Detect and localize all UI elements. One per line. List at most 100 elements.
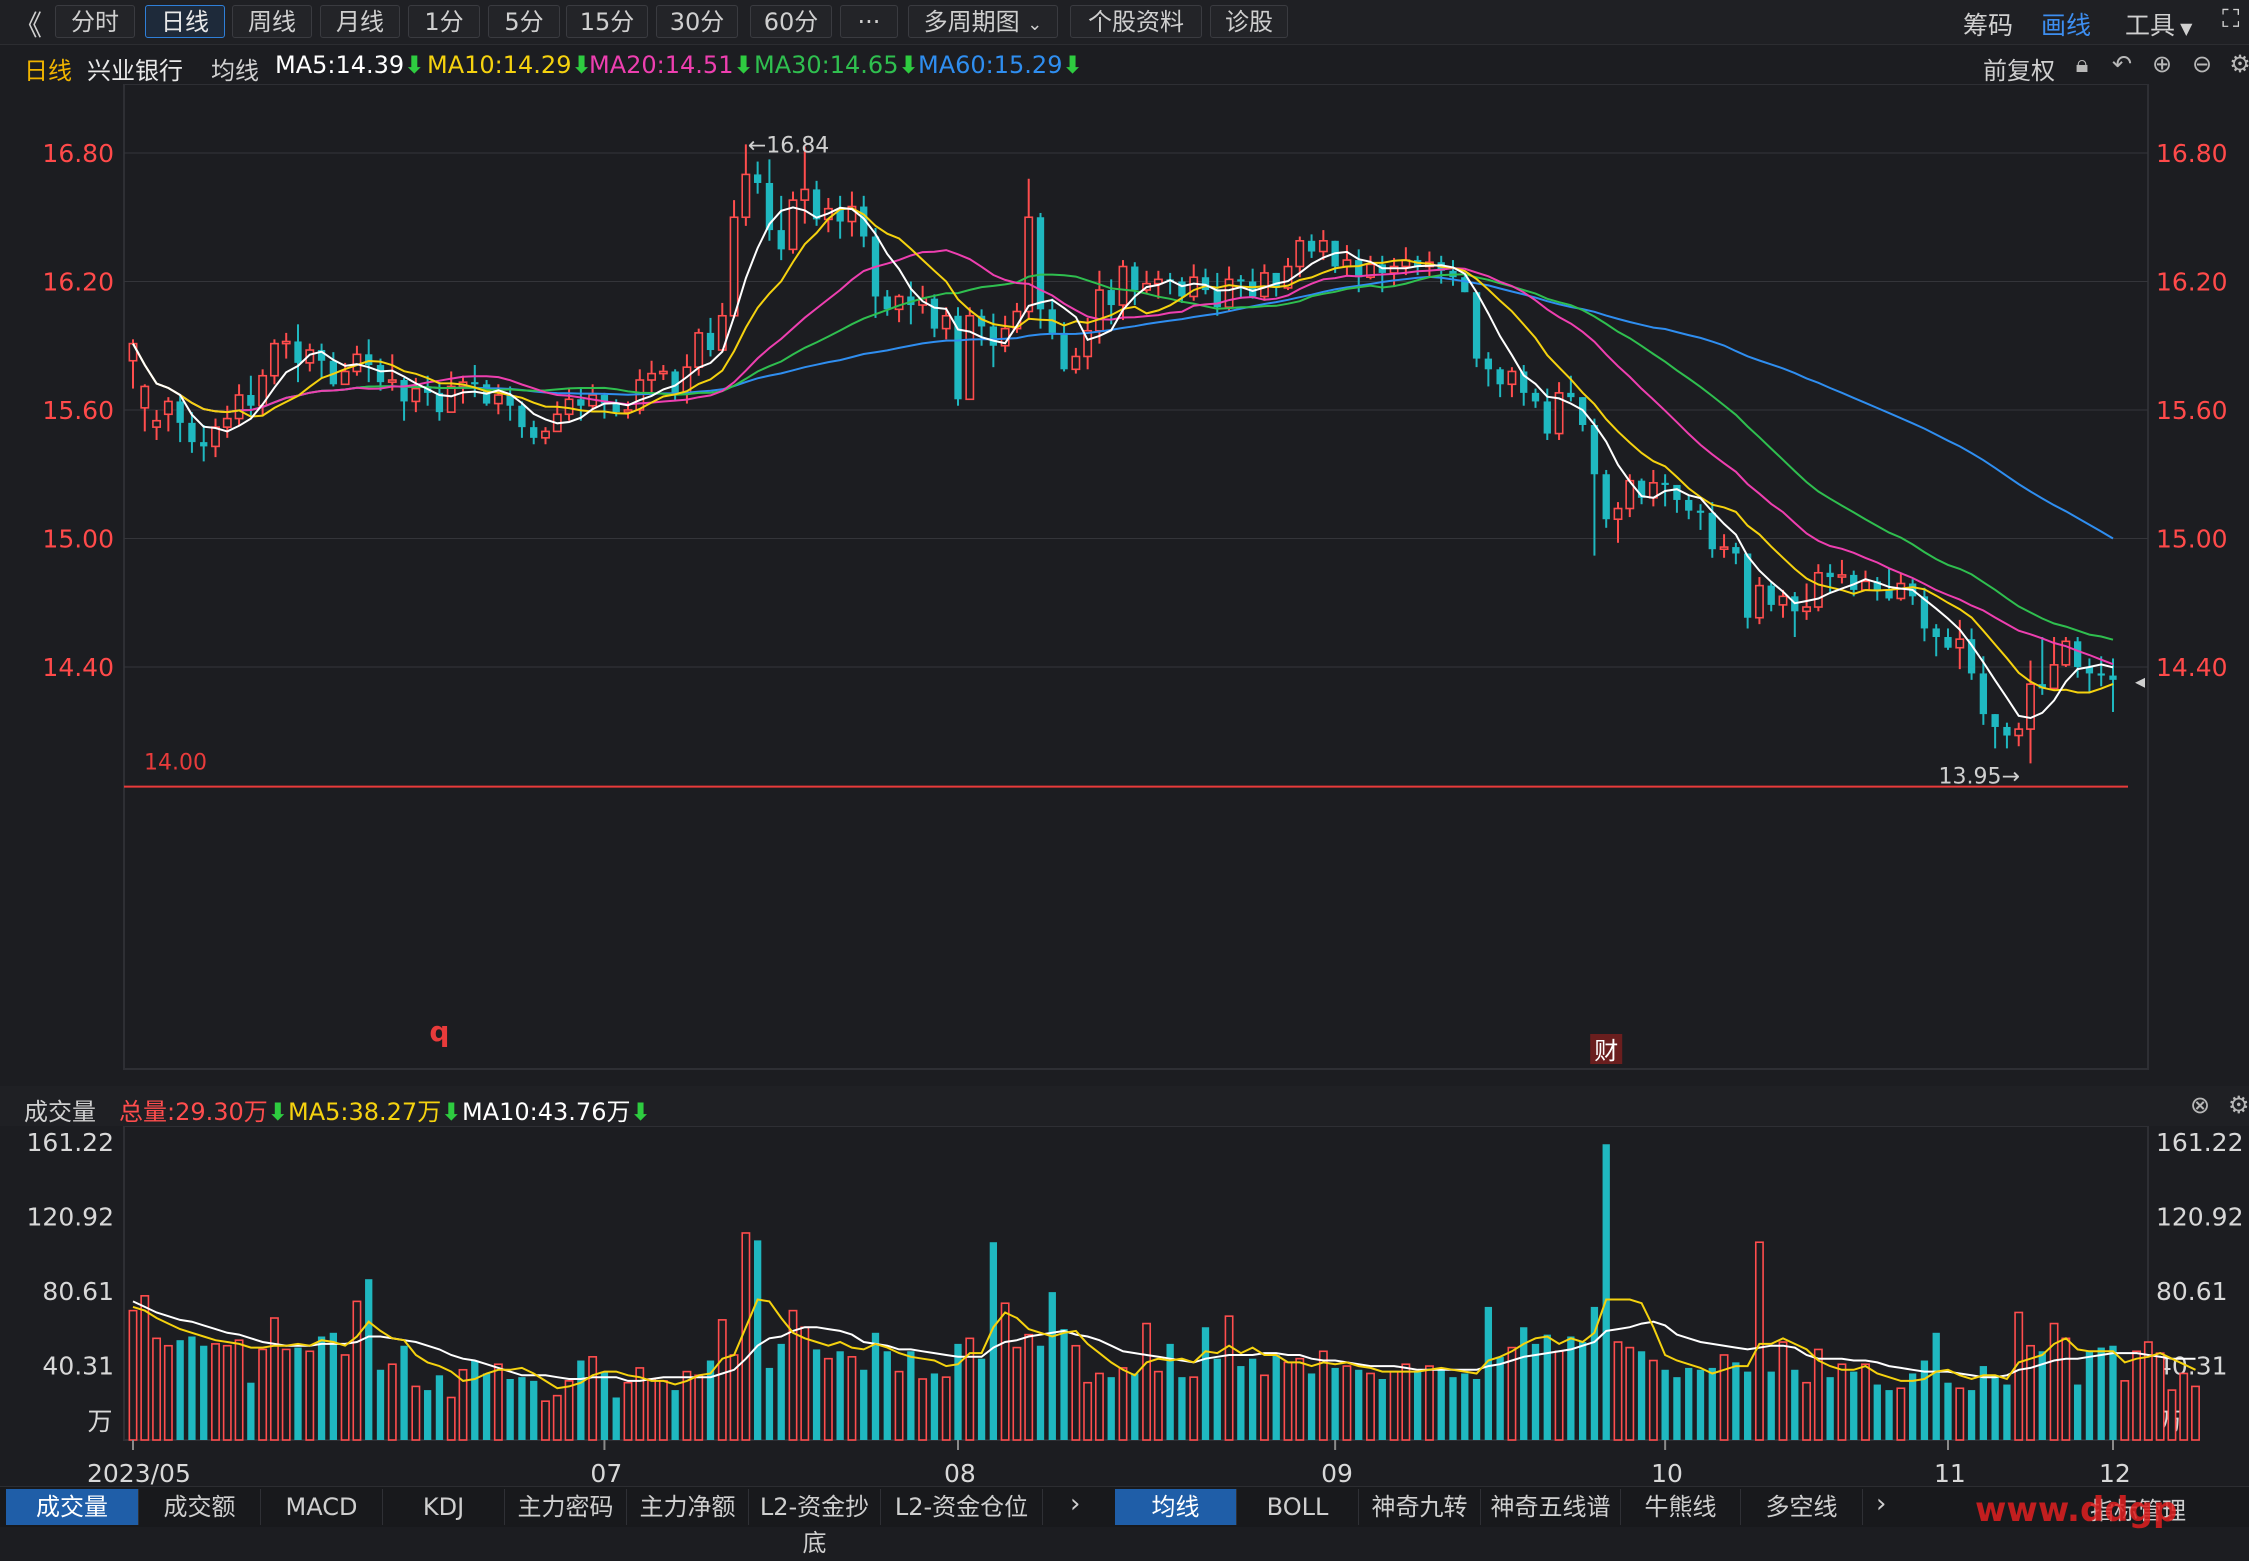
chips-link[interactable]: 筹码: [1963, 11, 2014, 40]
indicator-tab[interactable]: KDJ: [383, 1489, 505, 1525]
plot-frame: [123, 84, 2149, 1070]
volume-bar-down: [1637, 1351, 1646, 1440]
gear-icon[interactable]: ⚙: [2228, 1091, 2249, 1119]
volume-bar-up: [387, 1363, 397, 1441]
stock-info-button[interactable]: 个股资料: [1070, 5, 1202, 38]
volume-bar-up: [682, 1370, 692, 1441]
chevron-right-icon[interactable]: ›: [1070, 1489, 1081, 1519]
volume-bar-down: [577, 1360, 585, 1440]
candle-body-down: [1873, 581, 1881, 590]
period-tab[interactable]: 分时: [55, 5, 135, 38]
candle-body-down: [506, 395, 514, 406]
candle-body-up: [1295, 240, 1305, 268]
volume-bar-down: [188, 1336, 196, 1440]
candle-body-up: [140, 385, 150, 409]
indicator-tab[interactable]: 成交量: [6, 1489, 139, 1525]
price-tick-label: 15.60: [42, 396, 114, 425]
candle-body-down: [883, 296, 891, 310]
close-icon[interactable]: ⊗: [2190, 1091, 2211, 1119]
volume-tick-label: 80.61: [2156, 1277, 2228, 1306]
overlay-tab[interactable]: 神奇九转: [1359, 1489, 1481, 1525]
volume-bar-down: [1461, 1373, 1469, 1440]
volume-bar-up: [2049, 1322, 2059, 1441]
candle-body-up: [1507, 370, 1517, 386]
zoom-out-icon[interactable]: ⊖: [2191, 50, 2213, 78]
candle-body-up: [387, 379, 397, 383]
draw-line-link[interactable]: 画线: [2041, 11, 2092, 40]
zoom-in-icon[interactable]: ⊕: [2151, 50, 2173, 78]
volume-title[interactable]: 成交量: [24, 1098, 96, 1126]
x-tick-label: 10: [1651, 1459, 1683, 1486]
overlay-tab[interactable]: 均线: [1115, 1489, 1237, 1525]
price-tick-label: 14.40: [2156, 653, 2228, 682]
tools-link[interactable]: 工具 ▼: [2125, 6, 2192, 42]
candle-body-down: [365, 354, 373, 366]
period-tab[interactable]: 30分: [656, 5, 738, 38]
overlay-tab[interactable]: 神奇五线谱: [1481, 1489, 1621, 1525]
period-tab[interactable]: 5分: [488, 5, 560, 38]
period-tab[interactable]: 月线: [320, 5, 400, 38]
volume-bar-up: [2026, 1344, 2035, 1441]
indicator-tab[interactable]: 成交额: [139, 1489, 261, 1525]
adjust-label[interactable]: 前复权: [1983, 57, 2055, 85]
volume-bar-down: [1272, 1354, 1280, 1440]
period-tab[interactable]: 60分: [750, 5, 832, 38]
volume-bar-down: [518, 1377, 526, 1440]
volume-bar-down: [1131, 1373, 1139, 1440]
chevron-right-icon[interactable]: ›: [1876, 1489, 1887, 1519]
kline-chart[interactable]: 16.80 16.20 15.60 15.00 14.40 16.80 16.20 15.6…: [0, 84, 2249, 1086]
volume-bar-up: [1802, 1381, 1812, 1441]
multi-period-dropdown[interactable]: 多周期图 ⌄: [908, 5, 1058, 38]
candle-body-up: [1896, 582, 1906, 600]
more-button[interactable]: ···: [840, 5, 898, 38]
indicator-tab[interactable]: L2-资金抄底: [749, 1489, 881, 1557]
lock-icon[interactable]: 🔒︎: [2075, 50, 2089, 78]
period-tab[interactable]: 15分: [566, 5, 648, 38]
volume-bar-up: [552, 1394, 562, 1441]
diagnose-button[interactable]: 诊股: [1210, 5, 1288, 38]
candle-body-down: [836, 208, 844, 222]
volume-ma5-line: [132, 1298, 2196, 1390]
high-price-annotation: ←16.84: [748, 133, 829, 158]
overlay-tab[interactable]: 牛熊线: [1621, 1489, 1741, 1525]
double-chevron-left-icon[interactable]: 《: [14, 9, 43, 42]
stock-name[interactable]: 兴业银行: [87, 57, 183, 85]
volume-bar-down: [612, 1397, 620, 1440]
ma5-line: [132, 206, 2114, 720]
undo-icon[interactable]: ↶: [2111, 50, 2133, 78]
volume-bar-up: [1554, 1350, 1564, 1441]
period-tab[interactable]: 日线: [145, 5, 225, 38]
volume-bar-down: [1932, 1332, 1940, 1440]
down-arrow-icon: ⬇: [441, 1098, 462, 1126]
volume-bar-down: [530, 1380, 538, 1440]
volume-bar-down: [1036, 1345, 1045, 1440]
indicator-tab[interactable]: 主力密码: [505, 1489, 627, 1525]
candle-body-up: [211, 426, 220, 448]
period-tab[interactable]: 1分: [408, 5, 480, 38]
candle-body-up: [1118, 265, 1128, 306]
down-arrow-icon: ⬇: [898, 51, 919, 79]
volume-ma5: MA5:38.27万⬇: [288, 1098, 462, 1126]
candle-body-down: [1213, 290, 1221, 308]
down-arrow-icon: ⬇: [733, 51, 754, 79]
top-toolbar: 《 分时 日线 周线 月线 1分 5分 15分 30分 60分 ··· 多周期图 ⌄ 个股资料 …: [0, 0, 2249, 45]
volume-bar-up: [1625, 1346, 1635, 1441]
ma20-line: [132, 249, 2114, 666]
volume-bar-down: [1567, 1336, 1575, 1440]
period-label: 日线: [24, 57, 72, 85]
volume-bar-up: [1094, 1372, 1104, 1441]
indicator-tab[interactable]: 主力净额: [627, 1489, 749, 1525]
candle-body-up: [658, 370, 668, 375]
volume-bar-down: [176, 1340, 184, 1440]
overlay-tab[interactable]: BOLL: [1237, 1489, 1359, 1525]
gear-icon[interactable]: ⚙: [2229, 50, 2249, 78]
candle-body-down: [989, 326, 998, 346]
indicator-manage-button[interactable]: 指标管理: [2090, 1497, 2186, 1525]
overlay-tab[interactable]: 多空线: [1741, 1489, 1863, 1525]
indicator-tab[interactable]: L2-资金仓位: [881, 1489, 1043, 1525]
indicator-tab[interactable]: MACD: [261, 1489, 383, 1525]
fullscreen-icon[interactable]: ⛶: [2222, 4, 2240, 33]
period-tab[interactable]: 周线: [232, 5, 312, 38]
ma-title[interactable]: 均线: [211, 57, 259, 85]
